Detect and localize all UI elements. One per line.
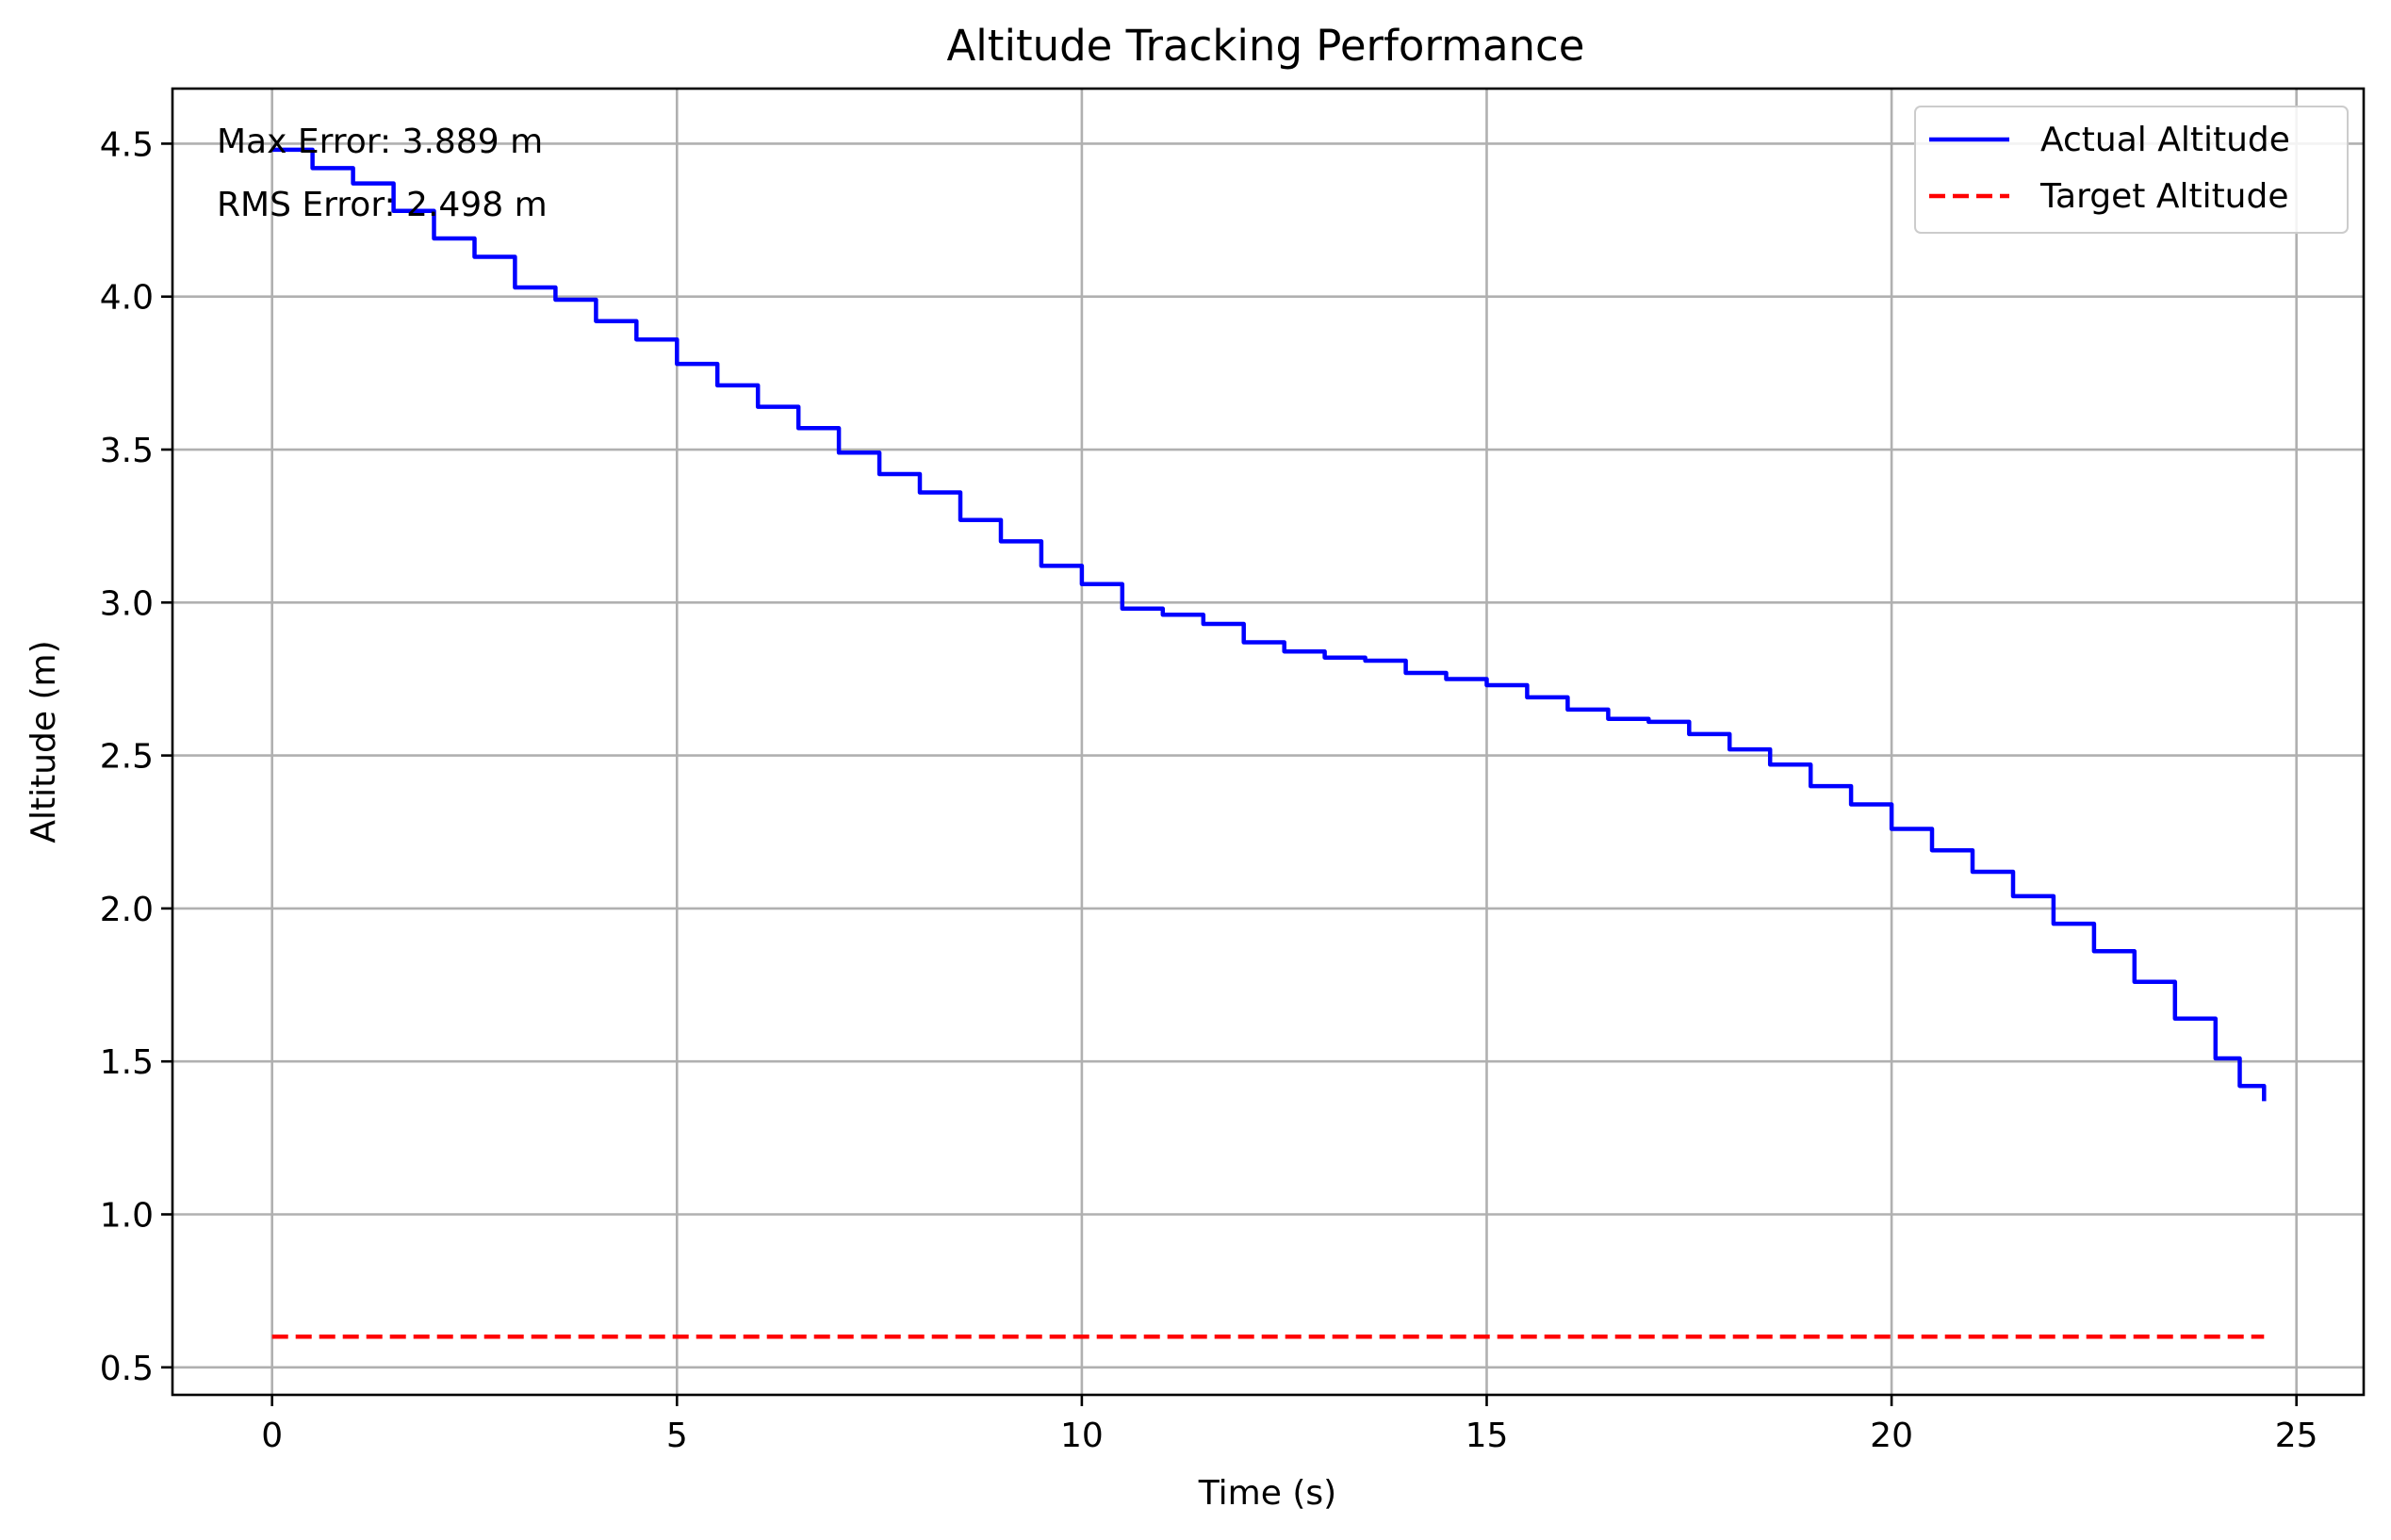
x-tick-label: 5 [666, 1417, 688, 1455]
y-tick-label: 2.5 [100, 738, 154, 777]
x-tick-label: 0 [261, 1417, 283, 1455]
y-tick-label: 3.5 [100, 432, 154, 470]
y-tick-label: 4.5 [100, 125, 154, 164]
actual-altitude-line [271, 147, 2267, 1102]
max-error-annotation: Max Error: 3.889 m [217, 123, 543, 161]
legend-box [1914, 106, 2349, 234]
series-layer [271, 147, 2267, 1339]
y-tick-label: 3.0 [100, 584, 154, 623]
x-axis-label: Time (s) [1198, 1474, 1336, 1513]
legend-label-actual: Actual Altitude [2040, 121, 2290, 159]
y-tick-label: 1.0 [100, 1196, 154, 1235]
chart-title: Altitude Tracking Performance [947, 21, 1585, 71]
rms-error-annotation: RMS Error: 2.498 m [217, 186, 548, 224]
y-tick-label: 2.0 [100, 891, 154, 929]
grid [172, 89, 2364, 1395]
x-tick-label: 20 [1870, 1417, 1913, 1455]
x-tick-label: 25 [2275, 1417, 2318, 1455]
legend: Actual Altitude Target Altitude [1914, 106, 2349, 234]
ticks: 0 5 10 15 20 25 0.5 1.0 1.5 2.0 2.5 3.0 3.5 4.0 4.5 [100, 125, 2318, 1455]
y-tick-label: 1.5 [100, 1043, 154, 1082]
y-tick-label: 0.5 [100, 1350, 154, 1388]
y-tick-label: 4.0 [100, 279, 154, 318]
x-tick-label: 15 [1466, 1417, 1509, 1455]
x-tick-label: 10 [1060, 1417, 1104, 1455]
axes-frame [171, 87, 2366, 1397]
y-axis-label: Altitude (m) [25, 640, 63, 843]
legend-label-target: Target Altitude [2039, 177, 2289, 216]
